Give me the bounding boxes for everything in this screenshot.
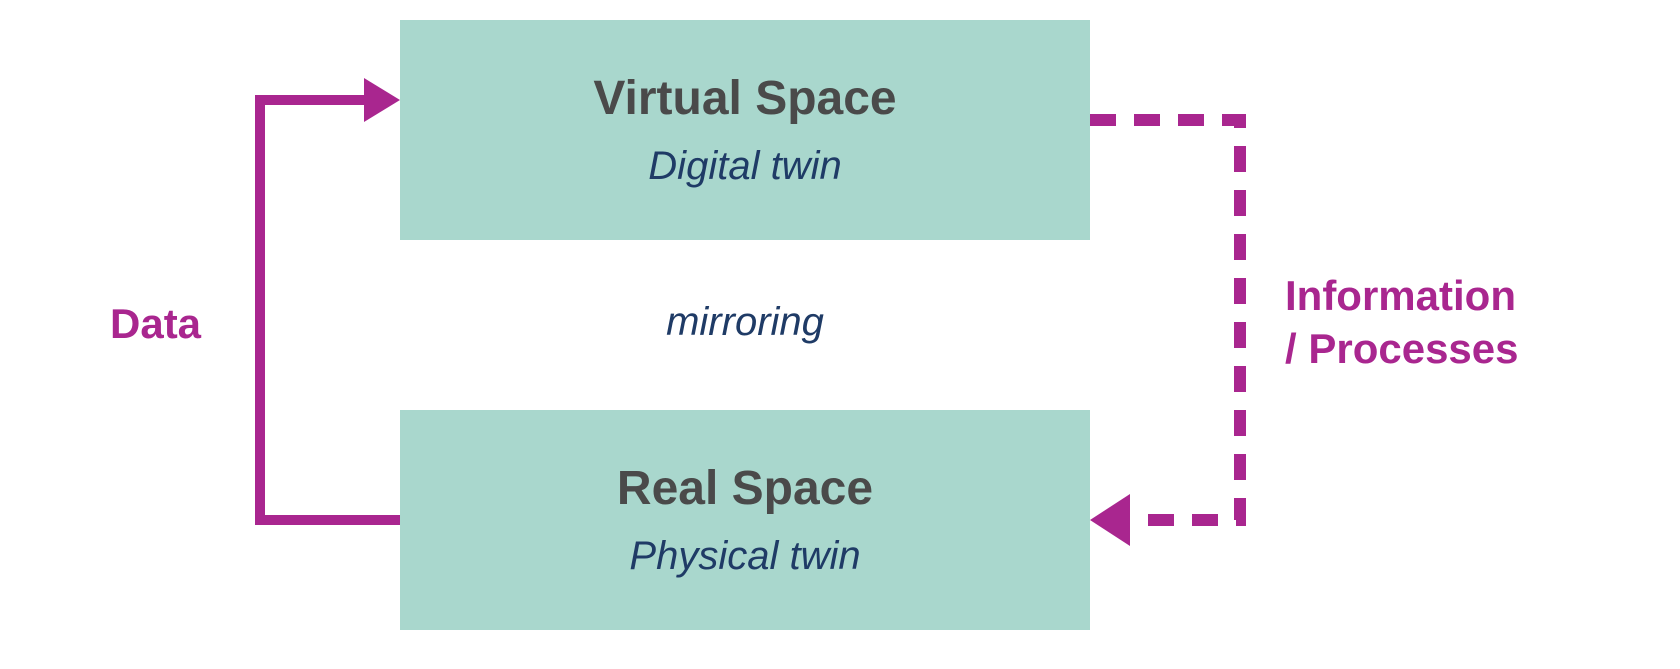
info-label-line1: Information [1285,270,1519,323]
real-space-title: Real Space [617,461,873,516]
mirroring-label: mirroring [560,300,930,345]
data-label: Data [110,300,201,348]
diagram-canvas: Virtual Space Digital twin Real Space Ph… [0,0,1680,669]
information-arrow [1090,120,1240,546]
virtual-space-box: Virtual Space Digital twin [400,20,1090,240]
real-space-subtitle: Physical twin [629,534,860,579]
data-arrow [260,78,400,520]
info-label-line2: / Processes [1285,323,1519,376]
real-space-box: Real Space Physical twin [400,410,1090,630]
virtual-space-subtitle: Digital twin [648,144,841,189]
virtual-space-title: Virtual Space [593,71,896,126]
information-processes-label: Information / Processes [1285,270,1519,375]
